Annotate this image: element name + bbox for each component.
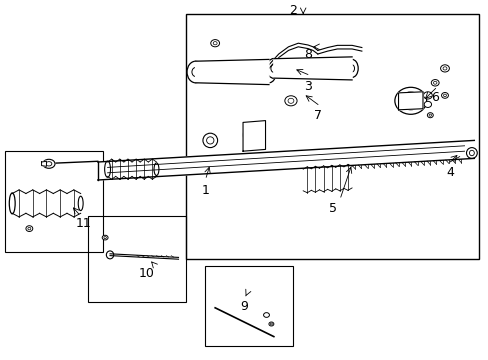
Ellipse shape bbox=[468, 150, 473, 156]
Text: 6: 6 bbox=[430, 91, 438, 104]
Ellipse shape bbox=[430, 80, 438, 86]
Text: 11: 11 bbox=[75, 217, 91, 230]
Text: 1: 1 bbox=[201, 184, 209, 197]
Ellipse shape bbox=[466, 148, 476, 158]
Ellipse shape bbox=[265, 68, 271, 76]
Ellipse shape bbox=[349, 65, 354, 72]
Ellipse shape bbox=[243, 124, 264, 146]
Ellipse shape bbox=[433, 81, 436, 84]
Ellipse shape bbox=[206, 137, 214, 144]
Polygon shape bbox=[273, 57, 351, 80]
Ellipse shape bbox=[102, 235, 108, 240]
Ellipse shape bbox=[210, 40, 219, 47]
Ellipse shape bbox=[284, 96, 296, 106]
Ellipse shape bbox=[154, 163, 159, 176]
Ellipse shape bbox=[423, 102, 430, 108]
Ellipse shape bbox=[43, 159, 55, 168]
Text: 10: 10 bbox=[139, 267, 154, 280]
Ellipse shape bbox=[78, 196, 83, 211]
Ellipse shape bbox=[203, 133, 217, 148]
Text: 9: 9 bbox=[240, 300, 248, 312]
Text: 5: 5 bbox=[328, 202, 336, 215]
Ellipse shape bbox=[26, 226, 33, 231]
Ellipse shape bbox=[186, 61, 204, 83]
Ellipse shape bbox=[106, 251, 113, 259]
Ellipse shape bbox=[394, 87, 426, 114]
Ellipse shape bbox=[428, 114, 431, 116]
Text: 8: 8 bbox=[304, 48, 311, 60]
Ellipse shape bbox=[270, 64, 276, 72]
Polygon shape bbox=[195, 59, 268, 85]
Text: 4: 4 bbox=[445, 166, 453, 179]
Polygon shape bbox=[98, 140, 473, 180]
Bar bbox=[205, 266, 293, 346]
Ellipse shape bbox=[261, 61, 276, 83]
Ellipse shape bbox=[46, 162, 52, 166]
Ellipse shape bbox=[345, 59, 357, 77]
Ellipse shape bbox=[400, 92, 420, 110]
Polygon shape bbox=[243, 121, 265, 151]
Ellipse shape bbox=[268, 322, 273, 326]
Ellipse shape bbox=[263, 312, 269, 318]
Bar bbox=[185, 14, 478, 259]
Text: 2: 2 bbox=[289, 4, 297, 17]
Ellipse shape bbox=[442, 67, 446, 70]
Ellipse shape bbox=[104, 237, 106, 239]
Bar bbox=[88, 216, 185, 302]
Ellipse shape bbox=[104, 161, 110, 177]
Text: 7: 7 bbox=[313, 109, 321, 122]
Bar bbox=[5, 151, 102, 252]
Ellipse shape bbox=[443, 94, 446, 97]
Ellipse shape bbox=[423, 92, 431, 99]
Ellipse shape bbox=[427, 113, 432, 118]
Ellipse shape bbox=[440, 65, 448, 72]
Ellipse shape bbox=[9, 193, 15, 214]
Ellipse shape bbox=[213, 42, 217, 45]
Polygon shape bbox=[41, 161, 46, 166]
Ellipse shape bbox=[287, 98, 293, 103]
Ellipse shape bbox=[270, 323, 272, 325]
Ellipse shape bbox=[266, 59, 281, 78]
Polygon shape bbox=[398, 92, 422, 110]
Ellipse shape bbox=[441, 93, 447, 98]
Text: 3: 3 bbox=[304, 80, 311, 93]
Ellipse shape bbox=[192, 68, 199, 77]
Ellipse shape bbox=[28, 228, 31, 230]
Ellipse shape bbox=[247, 129, 260, 141]
